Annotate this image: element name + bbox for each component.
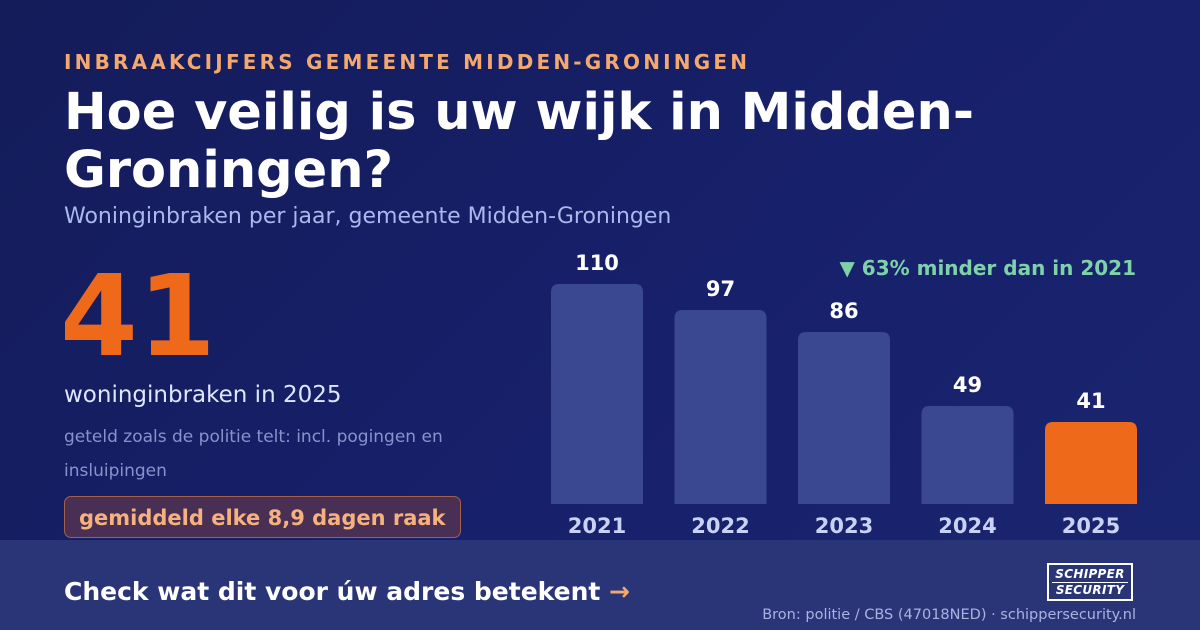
- tick-label-2022: 2022: [691, 514, 749, 538]
- bar-2023: [798, 332, 890, 504]
- cta-text: Check wat dit voor úw adres betekent: [64, 577, 601, 606]
- stat-label: woninginbraken in 2025: [64, 382, 342, 408]
- stat-value: 41: [60, 252, 216, 382]
- cta-link[interactable]: Check wat dit voor úw adres betekent →: [64, 577, 630, 606]
- change-callout: ▼ 63% minder dan in 2021: [839, 256, 1136, 280]
- data-label-2025: 41: [1076, 389, 1105, 413]
- arrow-right-icon: →: [609, 577, 630, 606]
- footer-bar: [0, 540, 1200, 630]
- stat-note: geteld zoals de politie telt: incl. pogi…: [64, 427, 443, 481]
- source-note: Bron: politie / CBS (47018NED) · schippe…: [762, 607, 1136, 623]
- data-label-2024: 49: [953, 373, 982, 397]
- data-label-2023: 86: [829, 299, 858, 323]
- eyebrow: INBRAAKCIJFERS GEMEENTE MIDDEN-GRONINGEN: [64, 50, 751, 74]
- brand-logo: SCHIPPER SECURITY: [1047, 563, 1133, 601]
- logo-line-2: SECURITY: [1052, 582, 1128, 598]
- tick-label-2024: 2024: [938, 514, 996, 538]
- tick-label-2021: 2021: [568, 514, 626, 538]
- data-label-2021: 110: [575, 251, 619, 275]
- subtitle: Woninginbraken per jaar, gemeente Midden…: [64, 204, 672, 229]
- page-title: Hoe veilig is uw wijk in Midden-Groninge…: [64, 83, 974, 200]
- bar-2024: [921, 406, 1014, 504]
- bar-2025: [1045, 422, 1137, 504]
- data-label-2022: 97: [706, 277, 735, 301]
- bar-2021: [551, 284, 643, 504]
- tick-label-2023: 2023: [815, 514, 873, 538]
- logo-line-1: SCHIPPER: [1055, 567, 1125, 581]
- frequency-badge: gemiddeld elke 8,9 dagen raak: [64, 496, 461, 538]
- tick-label-2025: 2025: [1062, 514, 1120, 538]
- bar-2022: [674, 310, 767, 504]
